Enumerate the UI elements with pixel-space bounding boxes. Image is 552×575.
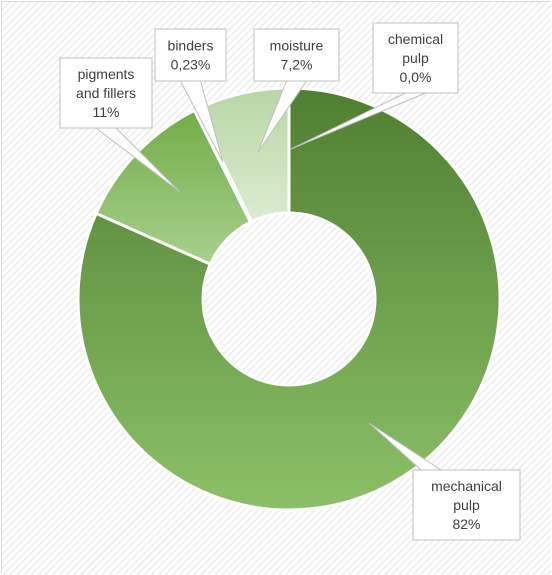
label-pigments: pigments and fillers 11%: [59, 57, 153, 129]
label-binders: binders 0,23%: [154, 28, 227, 82]
label-text-chemical-0: chemical: [388, 31, 443, 47]
slice-mechanical: [76, 86, 502, 512]
label-text-binders-1: 0,23%: [171, 57, 211, 73]
label-moisture: moisture 7,2%: [253, 28, 340, 82]
label-text-chemical-1: pulp: [402, 50, 429, 66]
label-text-chemical-2: 0,0%: [400, 69, 432, 85]
label-box-chemical: [372, 22, 459, 94]
label-box-binders: [154, 28, 227, 82]
label-box-mechanical: [412, 469, 521, 541]
label-mechanical: mechanical pulp 82%: [412, 469, 521, 541]
label-box-pigments: [59, 57, 153, 129]
label-text-mechanical-1: pulp: [453, 497, 480, 513]
label-text-moisture-1: 7,2%: [281, 57, 313, 73]
label-text-pigments-1: and fillers: [76, 85, 136, 101]
donut-hole: [204, 214, 374, 384]
label-text-pigments-2: 11%: [93, 104, 120, 120]
label-text-pigments-0: pigments: [78, 66, 135, 82]
label-text-mechanical-0: mechanical: [431, 478, 502, 494]
label-box-moisture: [253, 28, 340, 82]
label-text-moisture-0: moisture: [270, 38, 324, 54]
label-chemical: chemical pulp 0,0%: [372, 22, 459, 94]
label-text-binders-0: binders: [168, 38, 214, 54]
label-text-mechanical-2: 82%: [452, 516, 480, 532]
